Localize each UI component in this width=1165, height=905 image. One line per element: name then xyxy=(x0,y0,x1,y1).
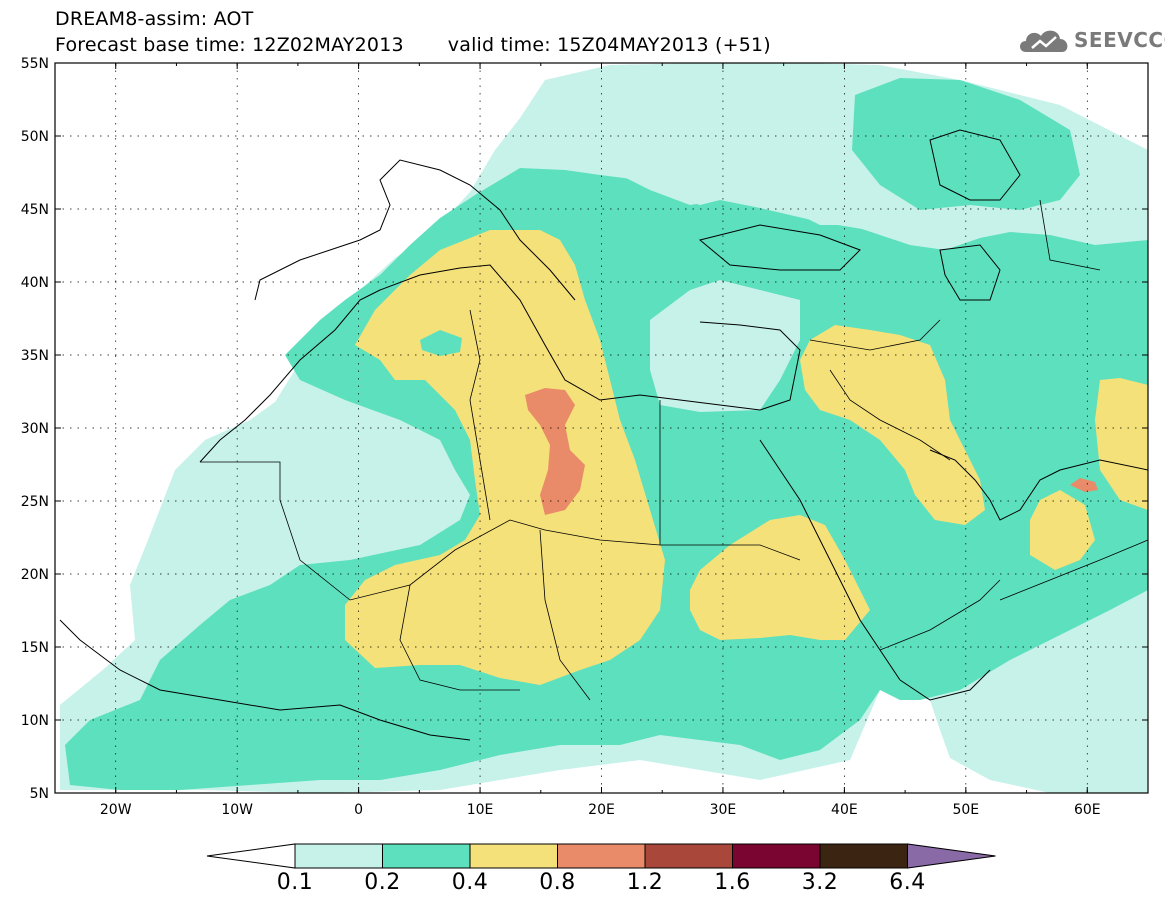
lat-label: 10N xyxy=(21,713,49,729)
colorbar-level-label: 0.2 xyxy=(364,870,401,895)
cloud-icon xyxy=(1020,30,1068,52)
aot-band-0.4-0.8 xyxy=(1095,378,1148,510)
logo-text: SEEVCCC xyxy=(1074,28,1165,52)
coastlines xyxy=(59,129,1148,741)
lat-labels: 55N 50N 45N 40N 35N 30N 25N 20N 15N 10N 5N xyxy=(21,56,49,802)
colorbar-left-arrow xyxy=(206,843,296,869)
lat-label: 20N xyxy=(21,567,49,583)
colorbar-swatch xyxy=(557,843,646,869)
aot-band-0.4-0.8 xyxy=(800,325,985,525)
lat-label: 25N xyxy=(21,494,49,510)
lat-label: 45N xyxy=(21,202,49,218)
tick-marks xyxy=(54,62,1149,794)
map-subtitle: Forecast base time: 12Z02MAY2013 valid ti… xyxy=(55,34,771,56)
colorbar-swatch xyxy=(382,843,471,869)
colorbar-swatch xyxy=(294,843,383,869)
lon-label: 20W xyxy=(100,802,132,818)
lon-label: 20E xyxy=(588,802,615,818)
lon-label: 40E xyxy=(831,802,858,818)
lat-label: 55N xyxy=(21,56,49,72)
lat-label: 40N xyxy=(21,275,49,291)
colorbar-right-arrow xyxy=(907,843,996,869)
lat-label: 15N xyxy=(21,640,49,656)
valid-time: valid time: 15Z04MAY2013 (+51) xyxy=(447,34,771,56)
seevccc-logo: SEEVCCC xyxy=(1016,24,1165,58)
lon-label: 30E xyxy=(710,802,737,818)
colorbar-level-label: 1.6 xyxy=(714,870,751,895)
colorbar xyxy=(206,843,996,869)
colorbar-level-label: 0.1 xyxy=(276,870,314,895)
aot-band-0.4-0.8 xyxy=(690,515,870,640)
base-time: Forecast base time: 12Z02MAY2013 xyxy=(55,34,404,56)
colorbar-swatch xyxy=(469,843,558,869)
colorbar-level-label: 3.2 xyxy=(801,870,839,895)
map-title: DREAM8-assim: AOT xyxy=(55,8,253,30)
aot-band-0.4-0.8 xyxy=(1030,490,1095,570)
colorbar-level-label: 1.2 xyxy=(626,870,664,895)
lon-label: 60E xyxy=(1074,802,1101,818)
colorbar-level-label: 0.4 xyxy=(451,870,489,895)
lon-label: 10E xyxy=(467,802,494,818)
aot-band-0.2-0.4 xyxy=(852,78,1080,210)
colorbar-level-label: 6.4 xyxy=(889,870,926,895)
colorbar-level-label: 0.8 xyxy=(539,870,576,895)
lon-labels: 20W 10W 0 10E 20E 30E 40E 50E 60E xyxy=(100,802,1101,818)
lat-label: 35N xyxy=(21,348,49,364)
aot-band-0.8-1.2 xyxy=(525,388,585,515)
colorbar-swatch xyxy=(819,843,908,869)
aot-band-0.1-0.2 xyxy=(650,280,800,412)
lon-label: 50E xyxy=(952,802,979,818)
lat-label: 5N xyxy=(30,786,49,802)
lon-label: 0 xyxy=(354,802,363,818)
grid-lines xyxy=(55,63,1148,793)
aot-band-0.1-0.2 xyxy=(610,110,900,232)
aot-band-0.8-1.2 xyxy=(1070,478,1098,492)
colorbar-swatch xyxy=(644,843,733,869)
lat-label: 50N xyxy=(21,129,49,145)
colorbar-swatch xyxy=(732,843,821,869)
lat-label: 30N xyxy=(21,421,49,437)
aot-band-0.2-0.4 xyxy=(420,330,462,356)
borders xyxy=(200,199,1148,701)
model-title: DREAM8-assim: AOT xyxy=(55,8,254,30)
lon-label: 10W xyxy=(221,802,253,818)
